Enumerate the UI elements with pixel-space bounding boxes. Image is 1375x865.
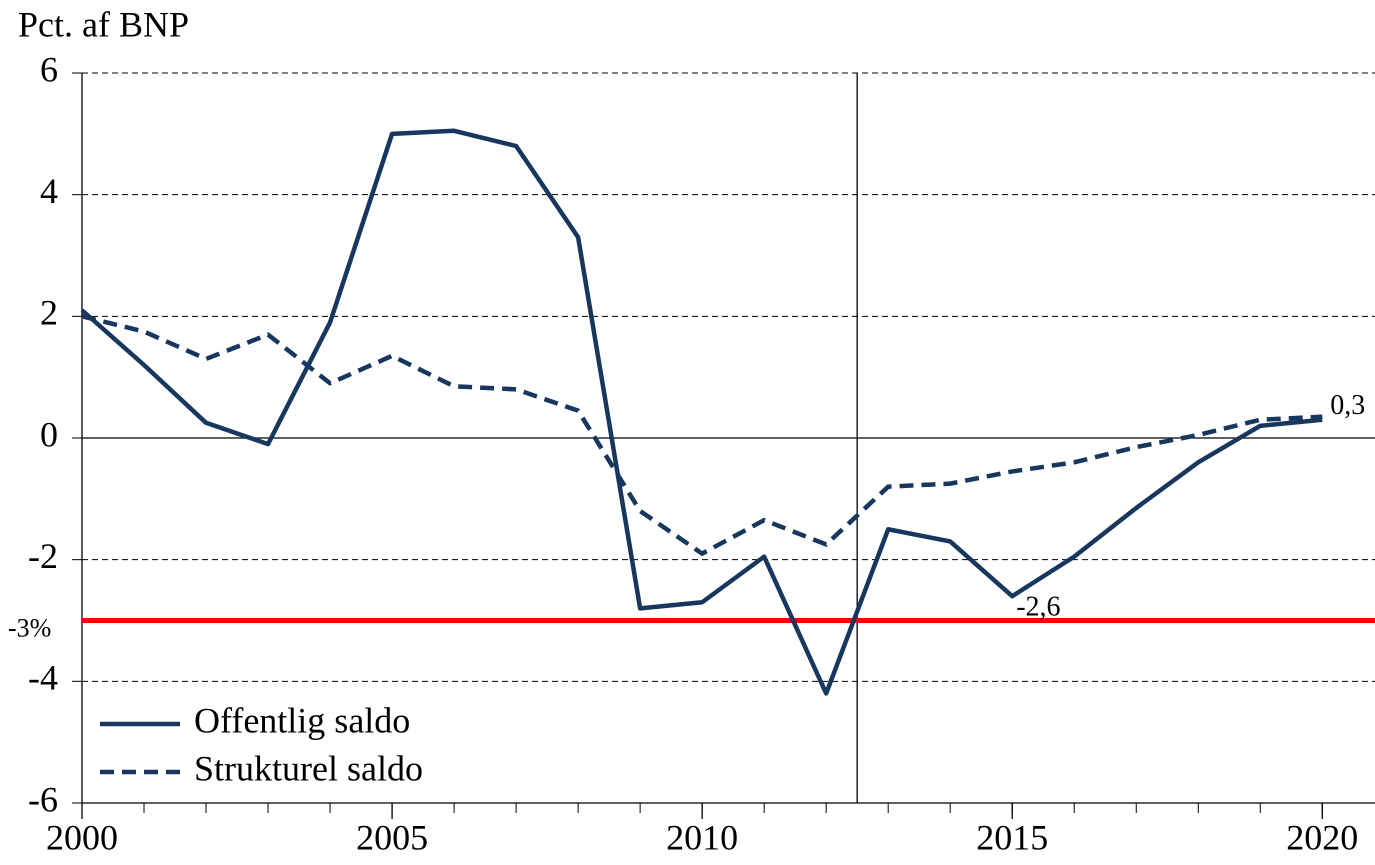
series-line (81, 314, 1323, 556)
series-line (80, 128, 1323, 696)
x-tick-label: 2015 (976, 817, 1048, 857)
y-tick-label: -6 (28, 779, 58, 819)
x-tick-label: 2010 (666, 817, 738, 857)
y-tick-label: 4 (40, 171, 58, 211)
data-label: -2,6 (1016, 592, 1060, 623)
x-tick-label: 2005 (356, 817, 428, 857)
data-label: 0,3 (1330, 390, 1365, 421)
x-tick-label: 2020 (1286, 817, 1358, 857)
y-tick-label: -2 (28, 536, 58, 576)
y-tick-label: -4 (28, 658, 58, 698)
legend-label: Offentlig saldo (194, 700, 410, 740)
y-axis-label: Pct. af BNP (18, 4, 189, 44)
y-tick-label: 0 (40, 414, 58, 454)
x-tick-label: 2000 (46, 817, 118, 857)
reference-label: -3% (8, 613, 51, 642)
y-tick-label: 6 (40, 49, 58, 89)
y-tick-label: 2 (40, 293, 58, 333)
legend-label: Strukturel saldo (194, 748, 423, 788)
